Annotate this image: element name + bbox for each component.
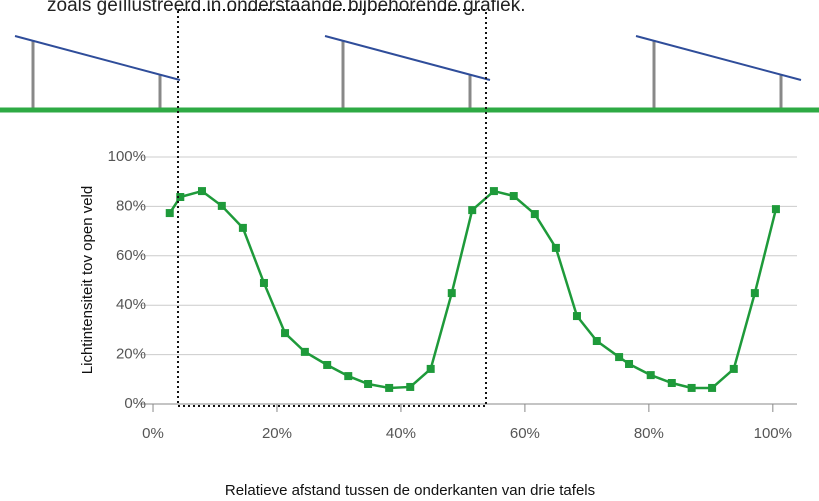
panel xyxy=(635,35,802,108)
point xyxy=(667,379,676,388)
point xyxy=(344,372,353,381)
point xyxy=(750,289,759,298)
y-tick-label: 60% xyxy=(116,247,146,264)
point xyxy=(468,206,477,215)
point xyxy=(259,278,268,287)
point xyxy=(592,337,601,346)
y-tick-label: 40% xyxy=(116,296,146,313)
point xyxy=(385,383,394,392)
point xyxy=(708,383,717,392)
x-tick-label: 60% xyxy=(510,425,540,442)
y-tick-label: 100% xyxy=(108,148,146,165)
point xyxy=(197,187,206,196)
panel xyxy=(324,35,491,108)
point xyxy=(551,243,560,252)
x-tick-label: 0% xyxy=(142,425,164,442)
caption: zoals geïllustreerd in onderstaande bijb… xyxy=(47,0,525,16)
x-tick-label: 100% xyxy=(754,425,792,442)
point xyxy=(687,383,696,392)
panel xyxy=(14,35,181,108)
point xyxy=(646,371,655,380)
x-axis-label: Relatieve afstand tussen de onderkanten … xyxy=(225,482,595,499)
highlight-box xyxy=(177,9,487,407)
y-tick-label: 80% xyxy=(116,197,146,214)
point xyxy=(176,193,185,202)
y-tick-label: 20% xyxy=(116,346,146,363)
point xyxy=(771,205,780,214)
point xyxy=(447,289,456,298)
point xyxy=(165,209,174,218)
point xyxy=(426,364,435,373)
point xyxy=(364,379,373,388)
point xyxy=(300,347,309,356)
point xyxy=(625,359,634,368)
point xyxy=(729,364,738,373)
panel-diagram xyxy=(0,35,819,113)
point xyxy=(406,382,415,391)
point xyxy=(238,223,247,232)
x-tick-label: 40% xyxy=(386,425,416,442)
point xyxy=(572,312,581,321)
x-tick-label: 80% xyxy=(634,425,664,442)
point xyxy=(489,187,498,196)
point xyxy=(615,353,624,362)
y-tick-label: 0% xyxy=(124,395,146,412)
point xyxy=(281,329,290,338)
point xyxy=(323,360,332,369)
x-tick-label: 20% xyxy=(262,425,292,442)
point xyxy=(217,201,226,210)
point xyxy=(530,210,539,219)
y-axis-label: Lichtintensiteit tov open veld xyxy=(79,186,96,374)
series-line xyxy=(168,189,778,390)
point xyxy=(509,192,518,201)
